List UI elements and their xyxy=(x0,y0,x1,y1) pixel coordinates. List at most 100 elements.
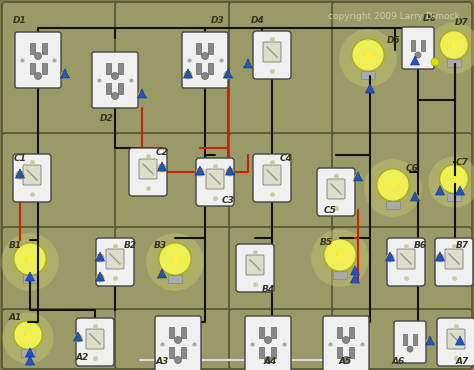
FancyBboxPatch shape xyxy=(139,159,157,179)
FancyBboxPatch shape xyxy=(236,244,274,292)
FancyBboxPatch shape xyxy=(115,227,231,311)
FancyBboxPatch shape xyxy=(332,133,472,229)
Text: D1: D1 xyxy=(13,16,27,24)
FancyBboxPatch shape xyxy=(246,255,264,275)
Bar xyxy=(42,63,46,74)
Bar xyxy=(21,349,35,357)
FancyBboxPatch shape xyxy=(263,42,281,62)
Bar xyxy=(333,270,347,279)
Circle shape xyxy=(411,194,419,202)
Bar xyxy=(107,83,111,94)
Circle shape xyxy=(174,336,182,343)
Text: D6: D6 xyxy=(423,13,437,23)
Text: B7: B7 xyxy=(456,240,469,249)
Circle shape xyxy=(158,164,166,172)
FancyBboxPatch shape xyxy=(15,32,61,88)
FancyBboxPatch shape xyxy=(317,168,355,216)
Text: B4: B4 xyxy=(262,286,274,295)
Circle shape xyxy=(224,71,232,79)
Text: C1: C1 xyxy=(14,154,27,162)
FancyBboxPatch shape xyxy=(106,249,124,269)
Text: C7: C7 xyxy=(456,158,468,166)
Bar xyxy=(272,327,276,338)
FancyBboxPatch shape xyxy=(394,321,426,363)
Circle shape xyxy=(111,92,118,100)
Text: A1: A1 xyxy=(9,313,22,323)
Bar xyxy=(337,327,343,338)
FancyBboxPatch shape xyxy=(387,238,425,286)
Circle shape xyxy=(339,29,397,87)
Text: B5: B5 xyxy=(319,238,333,246)
Bar xyxy=(259,327,264,338)
Text: B6: B6 xyxy=(413,240,427,249)
Text: B3: B3 xyxy=(154,240,166,249)
Text: B2: B2 xyxy=(123,240,137,249)
Bar xyxy=(272,347,276,358)
Circle shape xyxy=(428,157,474,208)
FancyBboxPatch shape xyxy=(445,249,463,269)
FancyBboxPatch shape xyxy=(182,32,228,88)
Circle shape xyxy=(146,233,204,291)
Circle shape xyxy=(431,58,439,66)
Polygon shape xyxy=(244,59,253,68)
Circle shape xyxy=(352,39,384,71)
Bar xyxy=(259,347,264,358)
Text: C5: C5 xyxy=(324,205,337,215)
Text: A4: A4 xyxy=(264,357,277,367)
Bar xyxy=(29,63,35,74)
FancyBboxPatch shape xyxy=(327,179,345,199)
Polygon shape xyxy=(385,252,394,261)
FancyBboxPatch shape xyxy=(323,316,369,370)
Polygon shape xyxy=(61,69,70,78)
FancyBboxPatch shape xyxy=(115,309,231,369)
Circle shape xyxy=(1,233,59,291)
Circle shape xyxy=(138,91,146,99)
Circle shape xyxy=(201,73,209,80)
Bar xyxy=(447,59,461,67)
Bar xyxy=(447,193,461,201)
FancyBboxPatch shape xyxy=(76,318,114,366)
FancyBboxPatch shape xyxy=(253,154,291,202)
FancyBboxPatch shape xyxy=(253,31,291,79)
Bar xyxy=(413,334,417,345)
Circle shape xyxy=(14,243,46,275)
Bar xyxy=(118,63,124,74)
Text: C2: C2 xyxy=(155,148,168,157)
Text: copyright 2009 Larry Dimock: copyright 2009 Larry Dimock xyxy=(328,12,460,21)
Polygon shape xyxy=(456,336,465,345)
Polygon shape xyxy=(426,336,435,345)
Circle shape xyxy=(364,159,422,217)
Bar xyxy=(42,43,46,54)
Text: A5: A5 xyxy=(338,357,352,367)
FancyBboxPatch shape xyxy=(245,316,291,370)
Polygon shape xyxy=(436,186,445,195)
Bar xyxy=(421,40,425,51)
Polygon shape xyxy=(354,172,363,181)
FancyBboxPatch shape xyxy=(332,227,472,311)
Bar xyxy=(411,40,415,51)
Bar xyxy=(182,327,186,338)
Bar xyxy=(107,63,111,74)
Polygon shape xyxy=(410,192,419,201)
Text: A6: A6 xyxy=(392,357,405,367)
Bar xyxy=(170,347,174,358)
Polygon shape xyxy=(350,274,359,283)
FancyBboxPatch shape xyxy=(155,316,201,370)
Circle shape xyxy=(201,53,209,60)
Polygon shape xyxy=(26,272,35,281)
Circle shape xyxy=(96,274,104,282)
Circle shape xyxy=(111,73,118,80)
Polygon shape xyxy=(73,332,82,341)
FancyBboxPatch shape xyxy=(2,133,118,229)
Polygon shape xyxy=(137,89,146,98)
FancyBboxPatch shape xyxy=(437,318,474,366)
Bar xyxy=(403,334,407,345)
Text: D5: D5 xyxy=(387,36,401,44)
Circle shape xyxy=(426,338,434,346)
Circle shape xyxy=(415,52,421,58)
Bar xyxy=(349,327,355,338)
Circle shape xyxy=(386,254,394,262)
Text: C4: C4 xyxy=(280,154,292,162)
Circle shape xyxy=(264,336,272,343)
Circle shape xyxy=(311,229,369,287)
